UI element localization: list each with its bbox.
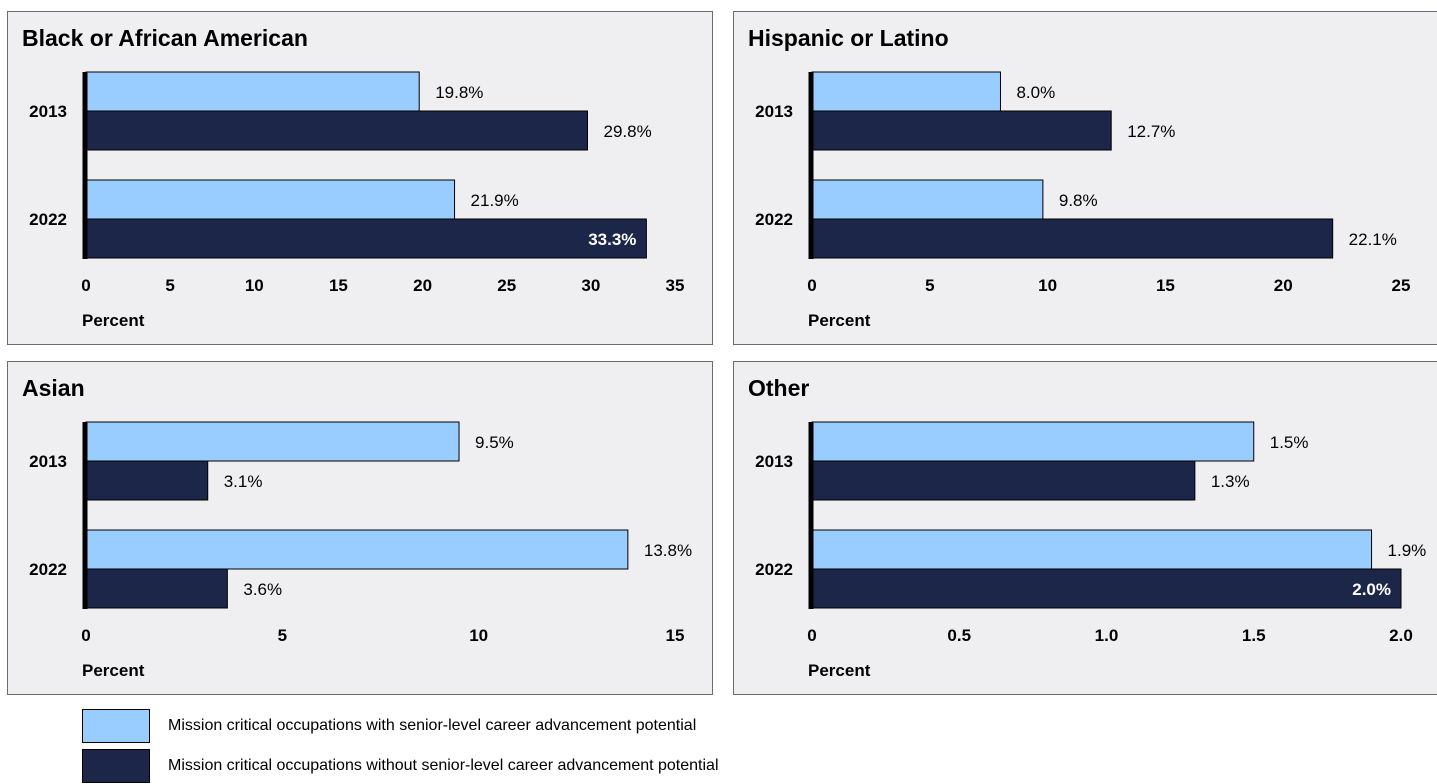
- data-label: 9.5%: [475, 433, 514, 452]
- bar-without-potential: [85, 460, 209, 501]
- tick-label: 15: [1156, 276, 1175, 295]
- chart-panel-hispanic-or-latino: Hispanic or Latino 2013 8.0% 12.7% 2022 9.8%…: [733, 11, 1437, 345]
- data-label: 1.3%: [1211, 472, 1250, 491]
- category-label: 2013: [29, 102, 67, 121]
- tick-label: 10: [1038, 276, 1057, 295]
- tick-label: 15: [666, 626, 685, 645]
- bar-with-potential: [85, 179, 456, 220]
- bar-with-potential: [811, 421, 1255, 462]
- category-label: 2013: [29, 452, 67, 471]
- tick-label: 0: [807, 626, 816, 645]
- bar-without-potential: [811, 218, 1334, 259]
- chart-title: Other: [748, 375, 810, 401]
- data-label: 29.8%: [603, 122, 651, 141]
- tick-label: 0: [81, 626, 90, 645]
- data-label: 8.0%: [1016, 83, 1055, 102]
- category-label: 2022: [755, 560, 793, 579]
- data-label: 9.8%: [1059, 191, 1098, 210]
- tick-label: 0: [807, 276, 816, 295]
- tick-label: 25: [1392, 276, 1411, 295]
- data-label: 1.5%: [1270, 433, 1309, 452]
- category-label: 2013: [755, 452, 793, 471]
- bar-without-potential: [85, 568, 228, 609]
- tick-label: 10: [245, 276, 264, 295]
- data-label: 33.3%: [588, 230, 636, 249]
- tick-label: 20: [413, 276, 432, 295]
- legend-label: Mission critical occupations with senior…: [168, 717, 697, 734]
- tick-label: 1.0: [1095, 626, 1119, 645]
- chart-panel-asian: Asian 2013 9.5% 3.1% 2022 13.8% 3.6% 0 5 10 15 Per…: [7, 361, 713, 695]
- chart-title: Black or African American: [22, 25, 308, 51]
- data-label: 3.6%: [243, 580, 282, 599]
- bar-without-potential: [811, 568, 1402, 609]
- category-label: 2022: [755, 210, 793, 229]
- tick-label: 5: [925, 276, 934, 295]
- tick-label: 25: [497, 276, 516, 295]
- data-label: 19.8%: [435, 83, 483, 102]
- bar-with-potential: [85, 529, 629, 570]
- tick-label: 10: [469, 626, 488, 645]
- bar-without-potential: [811, 110, 1112, 151]
- data-label: 13.8%: [644, 541, 692, 560]
- data-label: 3.1%: [224, 472, 263, 491]
- x-axis-label: Percent: [808, 311, 871, 330]
- data-label: 21.9%: [471, 191, 519, 210]
- category-label: 2013: [755, 102, 793, 121]
- bar-chart: 2013 8.0% 12.7% 2022 9.8% 22.1% 0 5 10 15 20 25 Perc…: [755, 71, 1411, 330]
- chart-panel-black-or-african-american: Black or African American 2013 19.8% 29.8%…: [7, 11, 713, 345]
- tick-label: 5: [278, 626, 287, 645]
- legend: Mission critical occupations with senior…: [82, 708, 1182, 783]
- tick-label: 30: [581, 276, 600, 295]
- data-label: 22.1%: [1349, 230, 1397, 249]
- legend-label: Mission critical occupations without sen…: [168, 757, 719, 774]
- data-label: 2.0%: [1352, 580, 1391, 599]
- category-label: 2022: [29, 210, 67, 229]
- bar-chart: 2013 1.5% 1.3% 2022 1.9% 2.0% 0 0.5 1.0 1.5 2.0 Per…: [755, 421, 1427, 680]
- bar-with-potential: [85, 71, 420, 112]
- data-label: 12.7%: [1127, 122, 1175, 141]
- data-label: 1.9%: [1388, 541, 1427, 560]
- x-axis-label: Percent: [808, 661, 871, 680]
- bar-with-potential: [811, 71, 1001, 112]
- tick-label: 20: [1274, 276, 1293, 295]
- tick-label: 0: [81, 276, 90, 295]
- tick-label: 35: [666, 276, 685, 295]
- chart-panel-other: Other 2013 1.5% 1.3% 2022 1.9% 2.0% 0 0.5 1.0 1.5…: [733, 361, 1437, 695]
- chart-title: Hispanic or Latino: [748, 25, 949, 51]
- bar-with-potential: [85, 421, 460, 462]
- x-axis-label: Percent: [82, 311, 145, 330]
- bar-without-potential: [85, 218, 647, 259]
- chart-title: Asian: [22, 375, 85, 401]
- category-label: 2022: [29, 560, 67, 579]
- tick-label: 15: [329, 276, 348, 295]
- legend-swatch: [82, 709, 150, 743]
- bar-chart: 2013 9.5% 3.1% 2022 13.8% 3.6% 0 5 10 15 Percent: [29, 421, 692, 680]
- tick-label: 2.0: [1389, 626, 1413, 645]
- bar-chart: 2013 19.8% 29.8% 2022 21.9% 33.3% 0 5 10 15 20 25 30…: [29, 71, 685, 330]
- tick-label: 0.5: [947, 626, 971, 645]
- bar-with-potential: [811, 529, 1373, 570]
- tick-label: 5: [165, 276, 174, 295]
- x-axis-label: Percent: [82, 661, 145, 680]
- bar-without-potential: [811, 460, 1196, 501]
- legend-swatch: [82, 749, 150, 783]
- bar-with-potential: [811, 179, 1044, 220]
- tick-label: 1.5: [1242, 626, 1266, 645]
- bar-without-potential: [85, 110, 588, 151]
